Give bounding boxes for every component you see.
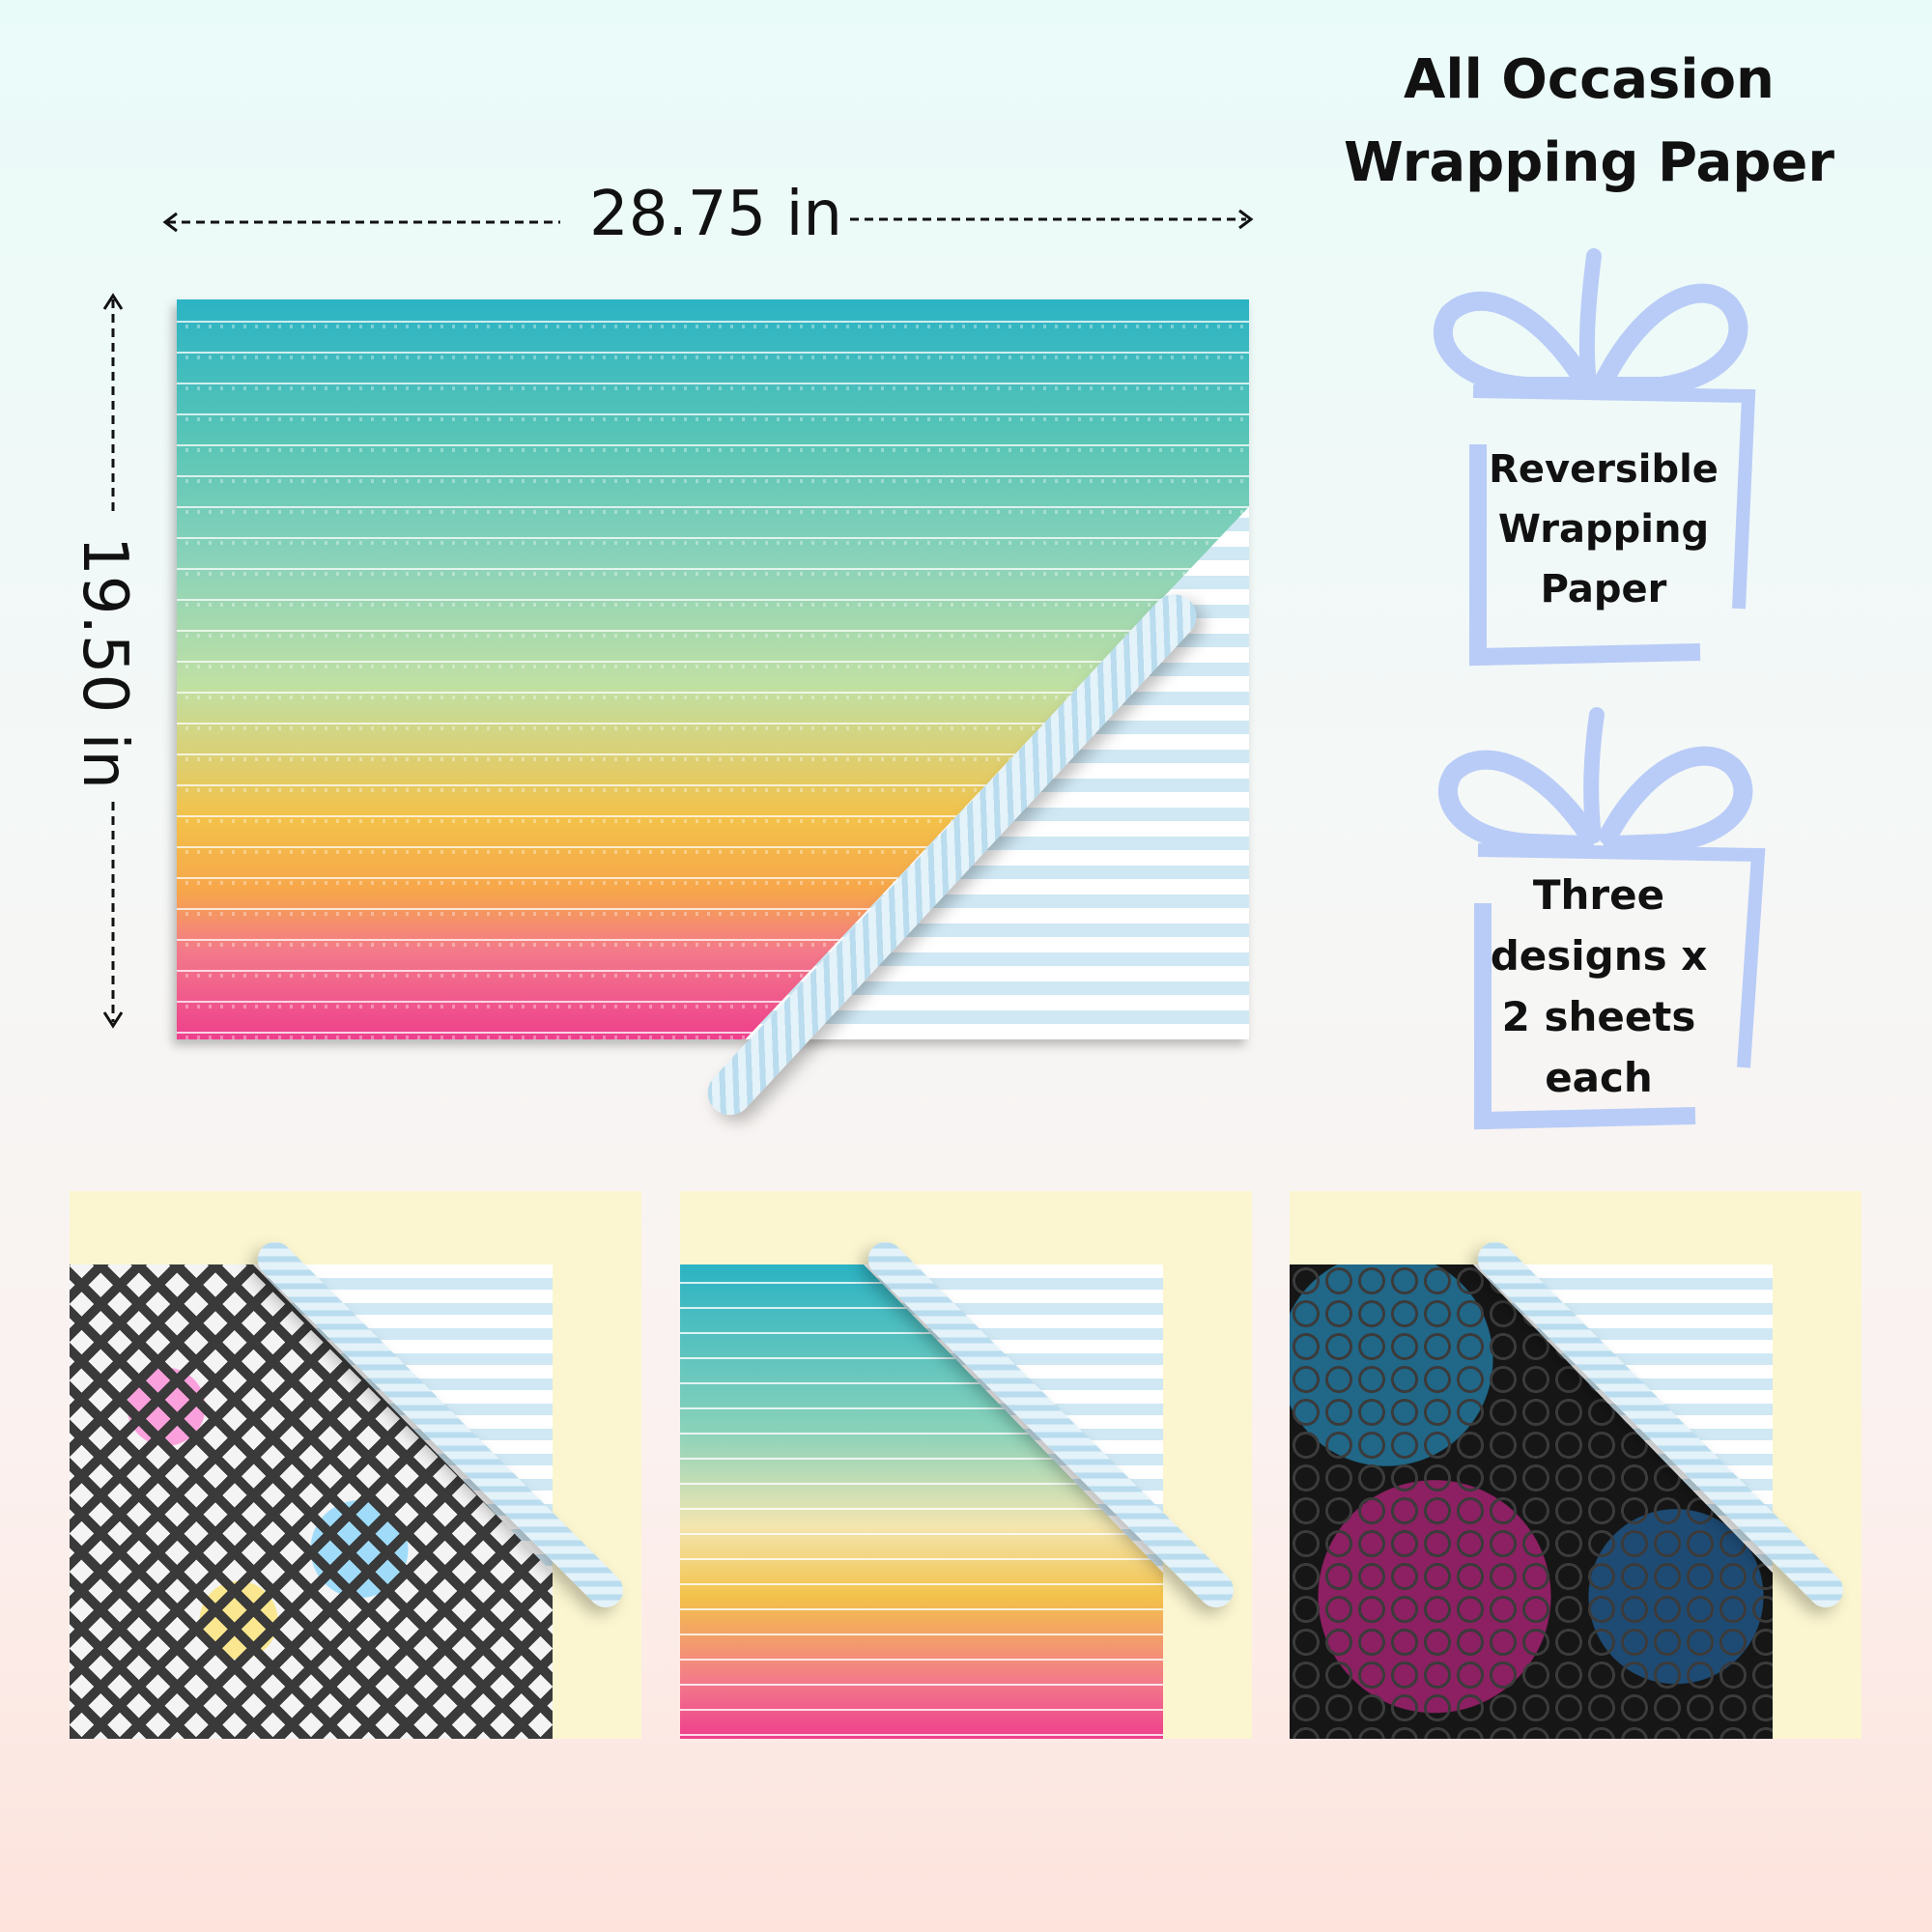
design-thumb-geometric: [70, 1191, 641, 1739]
gift-ribbon-icon: [1434, 248, 1756, 667]
badge2-line3: 2 sheets: [1501, 993, 1696, 1040]
gift-ribbon-icon: [1438, 707, 1766, 1130]
badge2-line2: designs x: [1490, 932, 1708, 980]
pastel-stripe-pattern-icon: [680, 1264, 1163, 1739]
height-label: 19.50 in: [69, 536, 140, 789]
badge2-line4: each: [1545, 1054, 1653, 1101]
design-thumb-stripes: [680, 1191, 1252, 1739]
badge1-line1: Reversible: [1489, 447, 1719, 492]
geometric-diamond-pattern-icon: [70, 1264, 553, 1739]
width-arrow-icon: [162, 209, 1254, 233]
width-label: 28.75 in: [589, 179, 842, 250]
main-wrapping-sheet: [177, 299, 1249, 1039]
badge2-line1: Three: [1532, 871, 1665, 919]
title-line-2: Wrapping Paper: [1343, 131, 1835, 194]
badge1-line2: Wrapping: [1497, 507, 1710, 552]
title-line-1: All Occasion: [1404, 48, 1775, 111]
height-arrow-icon: [102, 293, 124, 1029]
product-title: All Occasion Wrapping Paper: [1338, 39, 1840, 205]
badge1-line3: Paper: [1540, 567, 1667, 611]
design-thumb-rings: [1290, 1191, 1861, 1739]
gift-badge-reversible: Reversible Wrapping Paper: [1420, 237, 1768, 671]
gift-badge-designs: Three designs x 2 sheets each: [1425, 700, 1773, 1135]
